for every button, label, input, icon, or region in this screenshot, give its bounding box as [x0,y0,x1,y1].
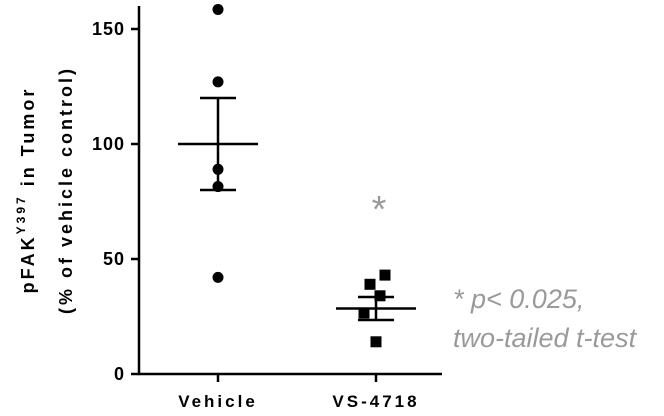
mean-sem-bars [178,96,416,322]
data-point-circle [212,76,224,88]
y-axis-label-line1: pFAKY397 in Tumor [14,87,38,294]
x-categories: Vehicle VS-4718 [178,374,419,411]
y-tick-label: 50 [103,249,125,269]
data-point-square [364,278,376,290]
y-tick-label: 0 [114,364,125,384]
data-point-square [358,307,370,319]
data-point-circle [212,271,224,283]
x-category-label: VS-4718 [332,392,419,411]
data-point-square [370,336,382,348]
y-axis-label-line2: (% of vehicle control) [56,66,76,314]
significance-marker: * [372,189,387,231]
y-ticks: 0 50 100 150 [92,19,139,384]
y-tick-label: 150 [92,19,125,39]
x-category-label: Vehicle [178,392,258,411]
data-point-square [379,269,391,281]
data-point-circle [212,3,224,15]
y-tick-label: 100 [92,134,125,154]
annotation-line1: * p< 0.025, [453,284,584,314]
data-points [212,3,391,348]
annotation-line2: two-tailed t-test [453,323,638,353]
